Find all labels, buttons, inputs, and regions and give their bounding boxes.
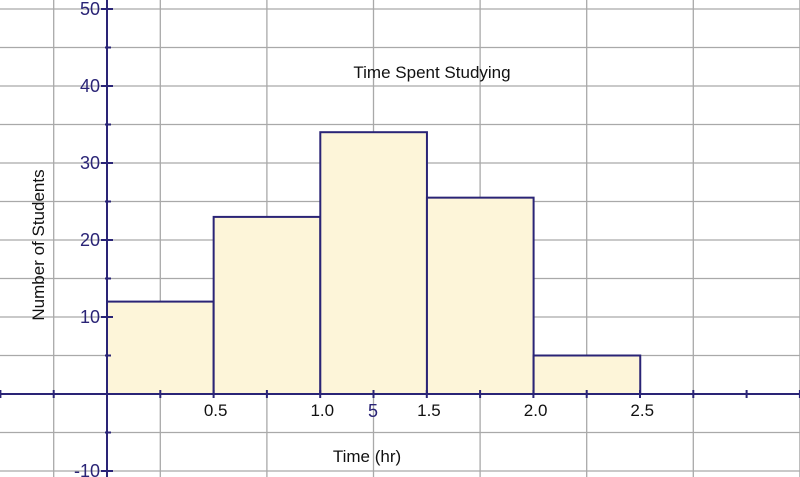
x-axis-label: Time (hr) [333,447,401,466]
x-tick-label: 2.0 [524,401,548,420]
histogram-bar [425,196,535,395]
axis-ticks [0,8,800,472]
histogram-bars [106,131,642,396]
y-tick-labels: 50 40 30 20 10 -10 [74,0,100,477]
y-tick-label: 10 [80,307,100,327]
x-tick-label: 2.5 [630,401,654,420]
y-axis-label: Number of Students [29,169,48,320]
y-tick-label: 30 [80,153,100,173]
y-tick-label: 20 [80,230,100,250]
y-tick-label: 40 [80,76,100,96]
stray-axis-label: 5 [368,401,378,421]
histogram-bar [106,300,215,396]
histogram-bar [532,354,642,395]
chart-title: Time Spent Studying [353,63,510,82]
y-tick-label: -10 [74,461,100,477]
histogram-bar [212,215,322,395]
x-tick-label: 1.5 [417,401,441,420]
y-tick-label: 50 [80,0,100,19]
histogram-bar [319,131,428,395]
x-tick-labels: 0.5 1.0 1.5 2.0 2.5 [204,401,654,420]
x-tick-label: 0.5 [204,401,228,420]
x-tick-label: 1.0 [310,401,334,420]
